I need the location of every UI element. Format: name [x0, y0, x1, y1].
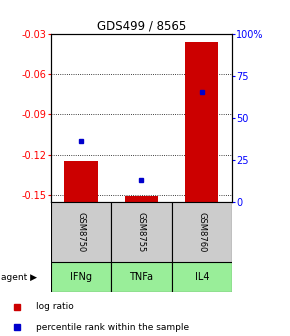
Bar	[125, 196, 158, 202]
Bar	[51, 202, 111, 262]
Text: GSM8760: GSM8760	[197, 212, 206, 252]
Bar	[64, 161, 97, 202]
Text: GSM8750: GSM8750	[77, 212, 86, 252]
Text: percentile rank within the sample: percentile rank within the sample	[37, 323, 190, 332]
Bar	[111, 202, 172, 262]
Text: TNFa: TNFa	[129, 272, 153, 282]
Bar	[51, 262, 111, 292]
Bar	[185, 42, 218, 202]
Bar	[111, 262, 172, 292]
Text: IL4: IL4	[195, 272, 209, 282]
Text: log ratio: log ratio	[37, 302, 74, 311]
Title: GDS499 / 8565: GDS499 / 8565	[97, 19, 186, 33]
Bar	[172, 262, 232, 292]
Text: agent ▶: agent ▶	[1, 273, 37, 282]
Text: IFNg: IFNg	[70, 272, 92, 282]
Text: GSM8755: GSM8755	[137, 212, 146, 252]
Bar	[172, 202, 232, 262]
